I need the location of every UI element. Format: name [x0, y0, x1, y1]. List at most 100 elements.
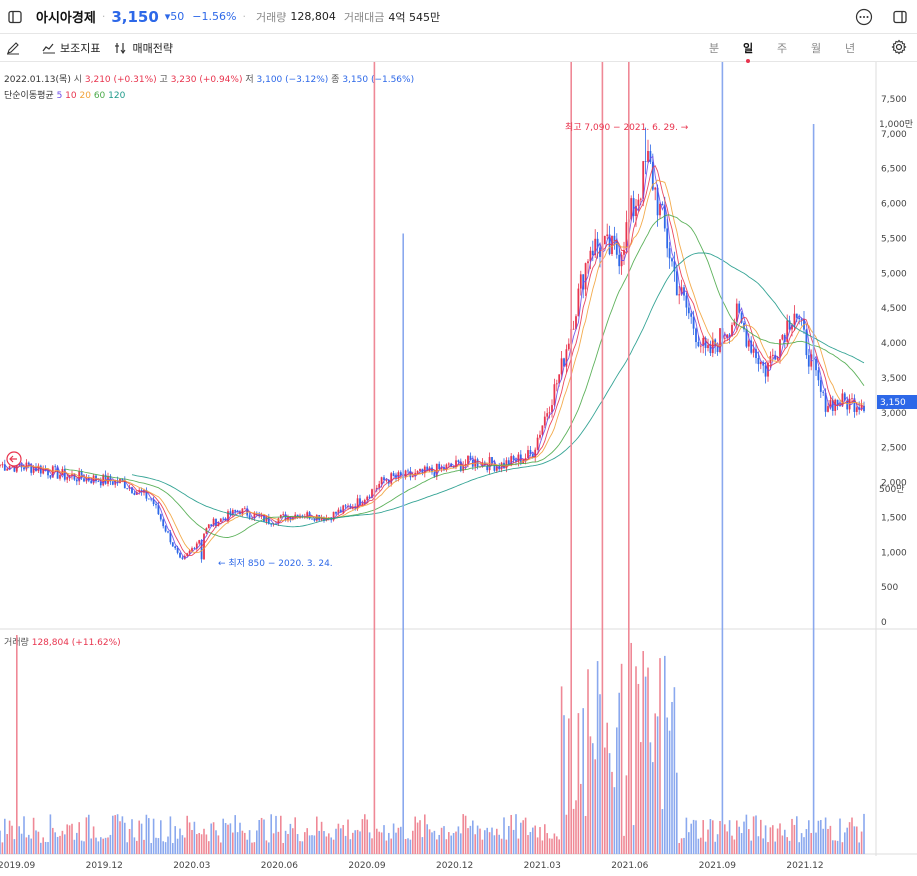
ma-line-20 — [21, 179, 865, 554]
price-tick-label: 2,000 — [881, 479, 907, 489]
candle-body — [541, 425, 544, 435]
tab-year[interactable]: 년 — [844, 42, 856, 55]
volume-bar — [791, 818, 793, 854]
candle-body — [659, 203, 661, 216]
volume-bar — [224, 822, 227, 854]
price-tick-label: 2,500 — [881, 444, 907, 454]
volume-bar — [421, 837, 424, 854]
candle-body — [313, 518, 316, 521]
sidebar-toggle-icon[interactable] — [6, 8, 24, 26]
candle-body — [529, 450, 532, 455]
volume-bar — [474, 834, 476, 854]
candle-body — [685, 295, 688, 308]
candle-body — [13, 465, 16, 472]
scroll-back-icon[interactable] — [6, 451, 22, 467]
ma-60: 60 — [93, 91, 106, 101]
time-tick-label: 2020.03 — [173, 861, 210, 871]
candle-body — [181, 557, 184, 559]
more-options-icon[interactable] — [855, 8, 873, 26]
candle-body — [61, 468, 64, 476]
candle-body — [755, 349, 757, 359]
candle-body — [591, 250, 594, 256]
volume-bar — [517, 838, 520, 854]
candle-body — [179, 552, 181, 558]
candle-body — [188, 550, 191, 554]
candle-body — [505, 460, 508, 469]
candle-body — [450, 463, 453, 467]
candle-body — [704, 338, 707, 349]
tab-week[interactable]: 주 — [776, 42, 788, 55]
volume-bar — [779, 823, 781, 854]
candle-body — [579, 274, 582, 289]
settings-gear-icon[interactable] — [891, 39, 907, 59]
candle-body — [786, 320, 789, 342]
candle-body — [603, 235, 606, 245]
volume-bar — [16, 635, 18, 854]
candle-body — [558, 374, 561, 384]
volume-bar — [786, 837, 788, 854]
indicator-button[interactable]: 보조지표 — [42, 40, 100, 56]
volume-bar — [556, 836, 558, 854]
candle-body — [263, 514, 265, 522]
candle-body — [368, 496, 371, 498]
volume-bar — [570, 62, 572, 855]
tab-month[interactable]: 월 — [810, 42, 822, 55]
volume-bar — [532, 827, 534, 854]
volume-bar — [323, 831, 325, 854]
volume-bar — [208, 841, 210, 854]
candle-body — [229, 511, 232, 516]
draw-tool-button[interactable] — [6, 41, 20, 55]
panel-toggle-icon[interactable] — [891, 8, 909, 26]
time-tick-label: 2021.12 — [786, 861, 823, 871]
ma-label: 단순이동평균 — [4, 91, 54, 101]
candle-body — [42, 468, 45, 474]
candle-body — [853, 398, 856, 412]
volume-bar — [42, 837, 44, 854]
stock-chart[interactable]: 7,500 7,000 6,500 6,000 5,500 5,000 4,500 4,000… — [0, 62, 917, 876]
candle-body — [385, 479, 388, 481]
time-tick-label: 2020.06 — [261, 861, 298, 871]
volume-bar — [673, 687, 676, 854]
volume-bar — [536, 837, 539, 854]
volume-bar — [301, 841, 304, 854]
tab-day[interactable]: 일 — [731, 40, 765, 63]
volume-bar — [508, 825, 510, 854]
volume-bar — [388, 832, 390, 854]
candle-body — [241, 508, 244, 515]
candle-body — [246, 508, 249, 516]
volume-bar — [668, 730, 671, 854]
time-tick-label: 2020.09 — [348, 861, 385, 871]
price-tick-label: 4,500 — [881, 304, 907, 314]
candle-body — [47, 470, 49, 476]
candle-body — [498, 466, 501, 470]
volume-bar — [858, 842, 860, 854]
candle-body — [575, 316, 577, 329]
volume-bar — [431, 832, 433, 854]
volume-bar — [136, 840, 138, 854]
volume-bar — [700, 837, 702, 854]
volume-bar — [769, 827, 772, 854]
volume-bar — [851, 817, 853, 854]
moving-average-lines — [4, 155, 865, 559]
candle-body — [726, 334, 729, 338]
candle-body — [553, 384, 556, 406]
volume-bar — [772, 825, 774, 854]
volume-bar — [714, 841, 716, 854]
volume-bar — [347, 819, 349, 854]
price-tick-label: 7,500 — [881, 95, 907, 105]
candle-body — [90, 480, 93, 484]
candle-body — [639, 198, 642, 200]
moving-average-legend[interactable]: 단순이동평균 5 10 20 60 120 — [4, 88, 125, 101]
info-high: 3,230 (+0.94%) — [170, 75, 243, 85]
candle-body — [227, 511, 229, 521]
volume-bar — [712, 820, 714, 854]
volume-bar — [440, 827, 443, 854]
candle-body — [462, 465, 465, 471]
volume-bar — [481, 839, 484, 854]
volume-bar — [116, 814, 119, 854]
strategy-button[interactable]: 매매전략 — [114, 40, 173, 56]
tab-minute[interactable]: 분 — [708, 42, 720, 55]
candle-body — [567, 343, 570, 350]
candle-body — [251, 518, 253, 520]
volume-bar — [476, 825, 479, 854]
